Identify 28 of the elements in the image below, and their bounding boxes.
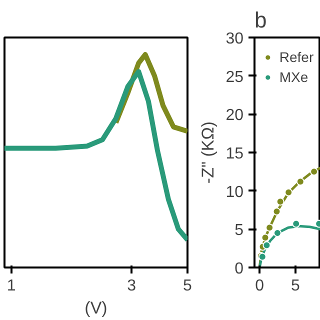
point <box>276 198 284 206</box>
y-tick-label: 5 <box>234 222 244 240</box>
y-tick-label: 30 <box>226 30 244 48</box>
point <box>310 168 318 176</box>
legend-label: Refer <box>279 49 314 65</box>
y-tick-label: 25 <box>226 68 244 86</box>
chart-title: b <box>254 8 267 32</box>
point <box>284 188 293 196</box>
x-tick-label: 0 <box>255 278 264 294</box>
x-axis-title: (V) <box>84 298 108 318</box>
y-tick-label: 0 <box>234 260 244 278</box>
x-tick-label: 5 <box>290 278 300 294</box>
point <box>266 224 274 232</box>
y-tick-label: 15 <box>226 146 244 162</box>
x-tick-label: 3 <box>127 278 136 294</box>
y-tick-label: 10 <box>226 184 244 201</box>
x-tick-label: 1 <box>6 278 16 294</box>
point <box>296 178 304 186</box>
point <box>292 220 300 228</box>
y-tick-label: 20 <box>226 107 244 124</box>
x-tick-label: 5 <box>183 278 192 294</box>
point <box>273 229 282 237</box>
point <box>262 241 271 250</box>
y-axis-title: -Z" (KΩ) <box>198 121 218 184</box>
legend-label: MXe <box>279 69 308 85</box>
line-series <box>258 166 320 268</box>
point <box>272 208 281 216</box>
point <box>261 234 270 242</box>
